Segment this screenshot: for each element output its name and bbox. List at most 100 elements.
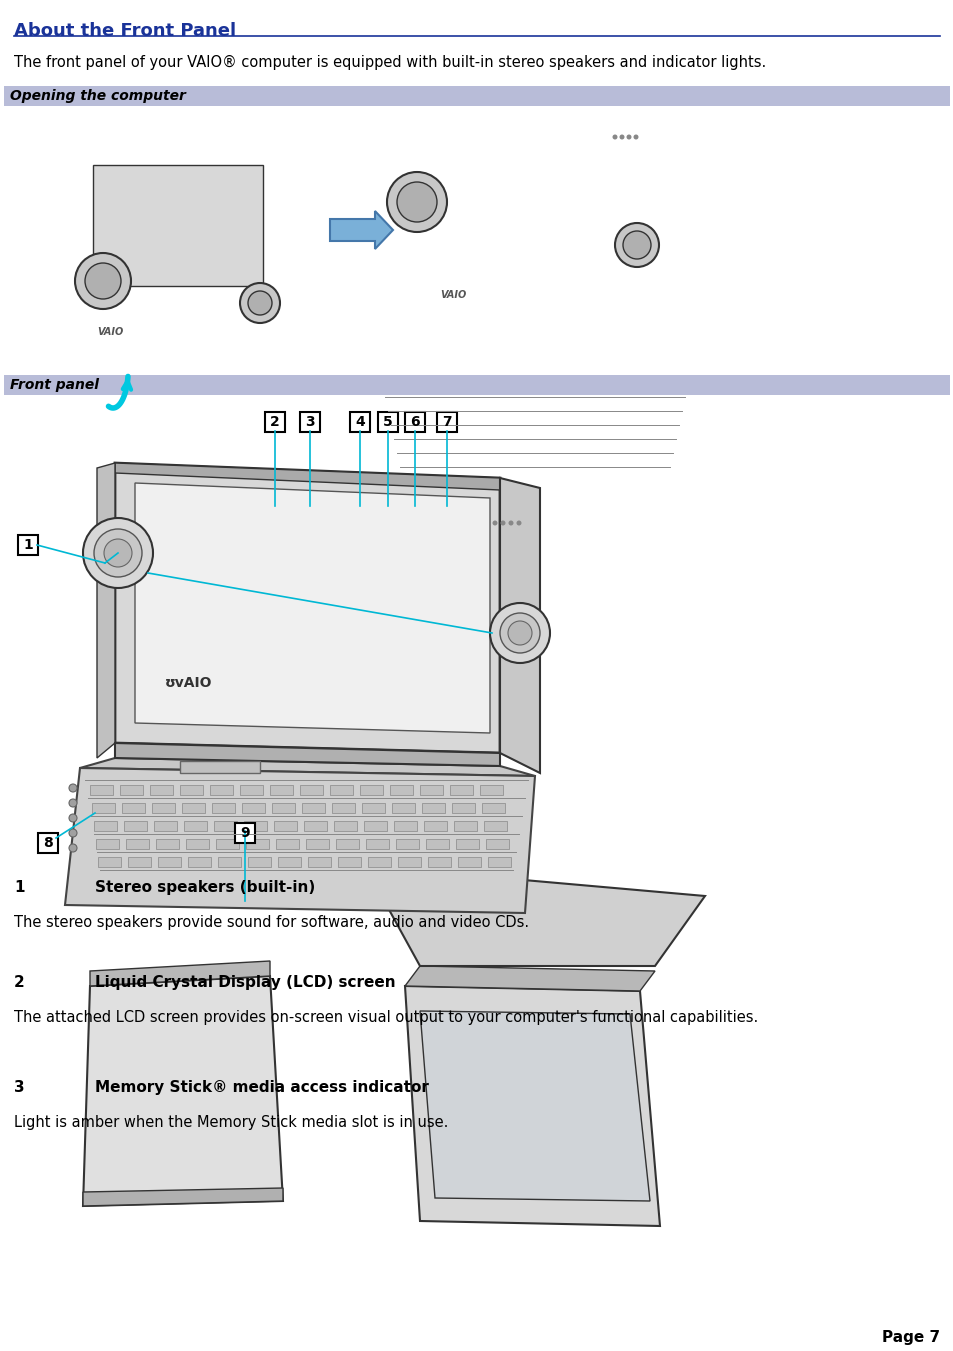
Bar bbox=[180, 785, 203, 794]
Circle shape bbox=[507, 621, 532, 644]
Text: 8: 8 bbox=[43, 836, 52, 850]
Text: The front panel of your VAIO® computer is equipped with built-in stereo speakers: The front panel of your VAIO® computer i… bbox=[14, 55, 765, 70]
Bar bbox=[96, 839, 119, 848]
FancyBboxPatch shape bbox=[436, 412, 456, 432]
Circle shape bbox=[69, 844, 77, 852]
Circle shape bbox=[499, 613, 539, 653]
Circle shape bbox=[490, 603, 550, 663]
Circle shape bbox=[626, 135, 631, 139]
Text: The attached LCD screen provides on-screen visual output to your computer's func: The attached LCD screen provides on-scre… bbox=[14, 1011, 758, 1025]
Circle shape bbox=[633, 135, 638, 139]
Bar bbox=[416, 426, 432, 434]
Bar bbox=[91, 802, 115, 813]
Bar bbox=[240, 785, 263, 794]
Bar bbox=[456, 839, 478, 848]
FancyBboxPatch shape bbox=[38, 834, 58, 852]
Polygon shape bbox=[405, 986, 659, 1225]
Bar bbox=[503, 426, 519, 434]
Bar bbox=[272, 802, 294, 813]
Polygon shape bbox=[365, 866, 704, 966]
Bar bbox=[392, 802, 415, 813]
Polygon shape bbox=[83, 1188, 283, 1206]
Circle shape bbox=[69, 798, 77, 807]
Circle shape bbox=[240, 282, 280, 323]
Circle shape bbox=[508, 520, 513, 526]
Bar bbox=[463, 453, 479, 459]
Bar bbox=[248, 857, 271, 867]
Bar bbox=[330, 785, 353, 794]
Bar bbox=[270, 785, 293, 794]
Bar bbox=[414, 413, 430, 422]
Circle shape bbox=[615, 223, 659, 267]
Bar bbox=[299, 785, 323, 794]
Circle shape bbox=[248, 290, 272, 315]
Bar bbox=[569, 426, 585, 434]
Bar bbox=[565, 400, 581, 408]
Bar bbox=[428, 857, 451, 867]
Text: 7: 7 bbox=[442, 415, 452, 430]
Text: 6: 6 bbox=[410, 415, 419, 430]
Bar bbox=[419, 453, 436, 459]
Bar bbox=[507, 453, 523, 459]
Bar bbox=[547, 426, 563, 434]
Bar bbox=[634, 413, 649, 422]
Circle shape bbox=[396, 182, 436, 222]
Bar bbox=[304, 821, 327, 831]
Bar bbox=[550, 439, 565, 447]
Bar bbox=[589, 413, 605, 422]
Polygon shape bbox=[135, 484, 490, 734]
Bar bbox=[523, 413, 539, 422]
Bar bbox=[180, 761, 260, 773]
Circle shape bbox=[104, 539, 132, 567]
Bar bbox=[530, 453, 545, 459]
Bar bbox=[638, 439, 654, 447]
Bar bbox=[92, 165, 263, 286]
Bar bbox=[218, 857, 241, 867]
Bar bbox=[479, 785, 502, 794]
Polygon shape bbox=[419, 1011, 649, 1201]
Text: Light is amber when the Memory Stick media slot is in use.: Light is amber when the Memory Stick med… bbox=[14, 1115, 448, 1129]
Circle shape bbox=[500, 520, 505, 526]
Bar bbox=[90, 785, 112, 794]
Text: 1: 1 bbox=[23, 538, 32, 553]
Bar bbox=[332, 802, 355, 813]
Circle shape bbox=[75, 253, 131, 309]
Bar bbox=[158, 857, 181, 867]
Bar bbox=[631, 400, 647, 408]
Bar bbox=[212, 802, 234, 813]
Bar bbox=[439, 439, 456, 447]
Bar bbox=[274, 821, 296, 831]
Bar bbox=[421, 802, 444, 813]
Bar bbox=[152, 802, 174, 813]
Bar bbox=[572, 439, 587, 447]
Circle shape bbox=[83, 517, 152, 588]
Bar bbox=[612, 413, 627, 422]
Bar bbox=[242, 802, 265, 813]
Bar bbox=[213, 821, 236, 831]
Bar bbox=[457, 857, 480, 867]
Bar bbox=[390, 400, 406, 408]
Bar bbox=[450, 785, 473, 794]
Text: 2: 2 bbox=[14, 975, 25, 990]
Bar bbox=[150, 785, 172, 794]
Text: 5: 5 bbox=[383, 415, 393, 430]
Bar bbox=[4, 109, 949, 370]
Bar bbox=[156, 839, 179, 848]
Bar bbox=[481, 802, 504, 813]
Bar bbox=[186, 839, 209, 848]
Polygon shape bbox=[115, 743, 499, 766]
Bar bbox=[334, 821, 356, 831]
Bar bbox=[436, 413, 452, 422]
Bar bbox=[210, 785, 233, 794]
Bar bbox=[639, 453, 656, 459]
Bar bbox=[525, 426, 541, 434]
Bar bbox=[4, 86, 949, 105]
Text: VAIO: VAIO bbox=[97, 327, 123, 336]
Bar bbox=[246, 839, 269, 848]
Bar bbox=[459, 426, 476, 434]
Bar bbox=[596, 453, 612, 459]
Text: Memory Stick® media access indicator: Memory Stick® media access indicator bbox=[95, 1079, 429, 1096]
Bar bbox=[505, 439, 521, 447]
Bar bbox=[390, 785, 413, 794]
Bar bbox=[479, 413, 496, 422]
